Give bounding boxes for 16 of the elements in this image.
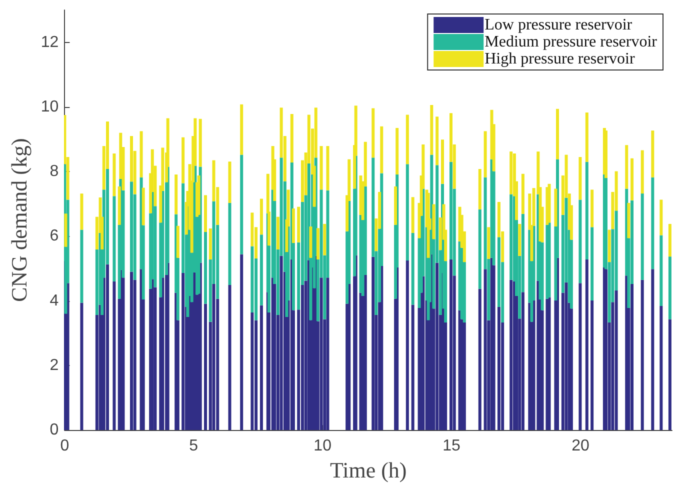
x-tick-label: 15 <box>442 438 461 455</box>
x-axis-title: Time (h) <box>330 458 407 482</box>
legend-label: Low pressure reservoir <box>484 16 633 34</box>
x-tick-label: 5 <box>189 438 198 455</box>
y-tick-label: 8 <box>50 163 59 180</box>
y-tick-label: 4 <box>50 292 59 310</box>
legend-label: High pressure reservoir <box>484 50 636 68</box>
x-tick-label: 10 <box>314 438 332 455</box>
y-tick-label: 6 <box>50 228 59 245</box>
y-tick-label: 12 <box>40 34 59 51</box>
y-tick-label: 2 <box>50 356 59 374</box>
y-axis-title: CNG demand (kg) <box>6 138 32 302</box>
y-tick-label: 10 <box>40 98 59 116</box>
x-tick-label: 20 <box>572 438 590 455</box>
legend-label: Medium pressure reservoir <box>484 34 658 50</box>
y-tick-label: 0 <box>50 422 59 439</box>
